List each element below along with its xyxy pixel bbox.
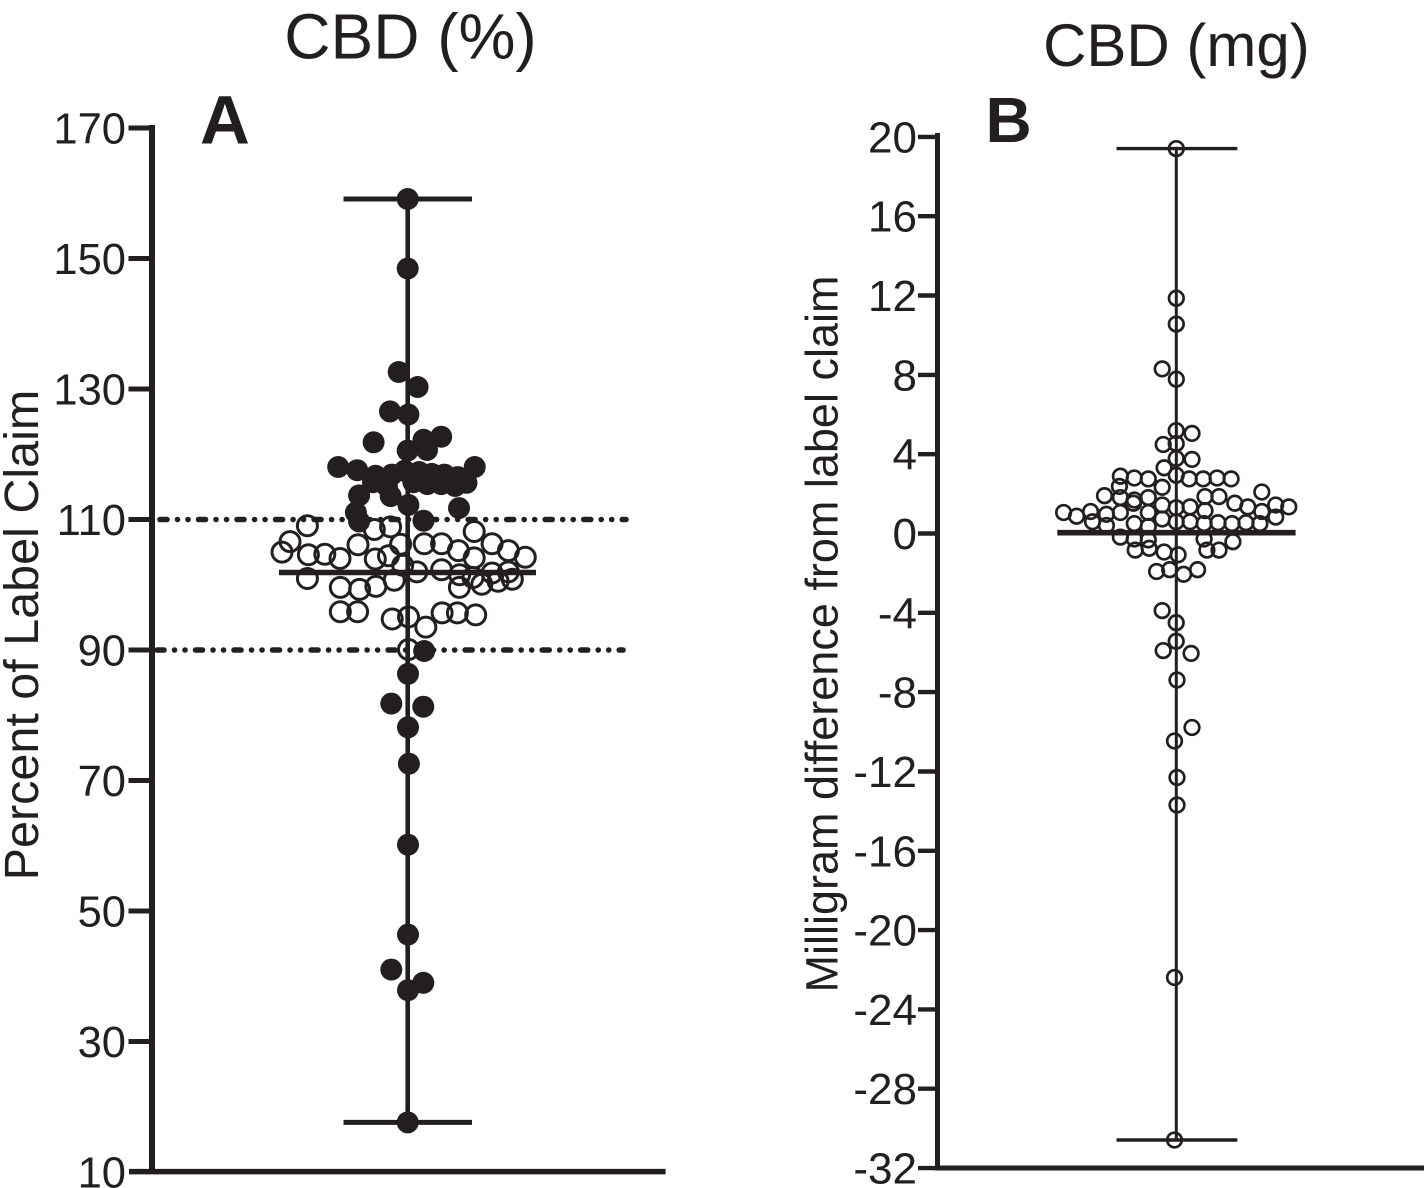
svg-text:170: 170 xyxy=(53,106,126,154)
svg-text:150: 150 xyxy=(53,236,126,284)
svg-text:-12: -12 xyxy=(853,748,917,797)
svg-text:B: B xyxy=(986,84,1032,156)
svg-text:10: 10 xyxy=(78,1150,126,1188)
svg-text:50: 50 xyxy=(78,889,126,937)
svg-text:130: 130 xyxy=(53,367,126,415)
svg-text:70: 70 xyxy=(78,758,126,806)
svg-text:CBD (mg): CBD (mg) xyxy=(1043,12,1310,79)
svg-text:4: 4 xyxy=(893,431,917,480)
svg-text:8: 8 xyxy=(893,351,917,400)
svg-text:-4: -4 xyxy=(878,589,917,638)
svg-text:CBD (%): CBD (%) xyxy=(284,1,536,73)
svg-text:-20: -20 xyxy=(853,907,917,956)
svg-text:30: 30 xyxy=(78,1019,126,1067)
svg-text:Milligram difference from labe: Milligram difference from label claim xyxy=(797,276,848,993)
svg-text:90: 90 xyxy=(78,628,126,676)
svg-text:16: 16 xyxy=(868,193,917,242)
svg-text:-28: -28 xyxy=(853,1065,917,1114)
svg-text:-16: -16 xyxy=(853,827,917,876)
svg-text:-32: -32 xyxy=(853,1145,917,1188)
svg-text:110: 110 xyxy=(57,497,126,545)
svg-text:12: 12 xyxy=(868,272,917,321)
svg-text:20: 20 xyxy=(868,113,917,162)
svg-text:Percent of Label Claim: Percent of Label Claim xyxy=(0,390,49,881)
svg-text:A: A xyxy=(200,82,250,159)
svg-text:-8: -8 xyxy=(878,669,917,718)
svg-text:0: 0 xyxy=(893,510,917,559)
svg-text:-24: -24 xyxy=(853,986,917,1035)
